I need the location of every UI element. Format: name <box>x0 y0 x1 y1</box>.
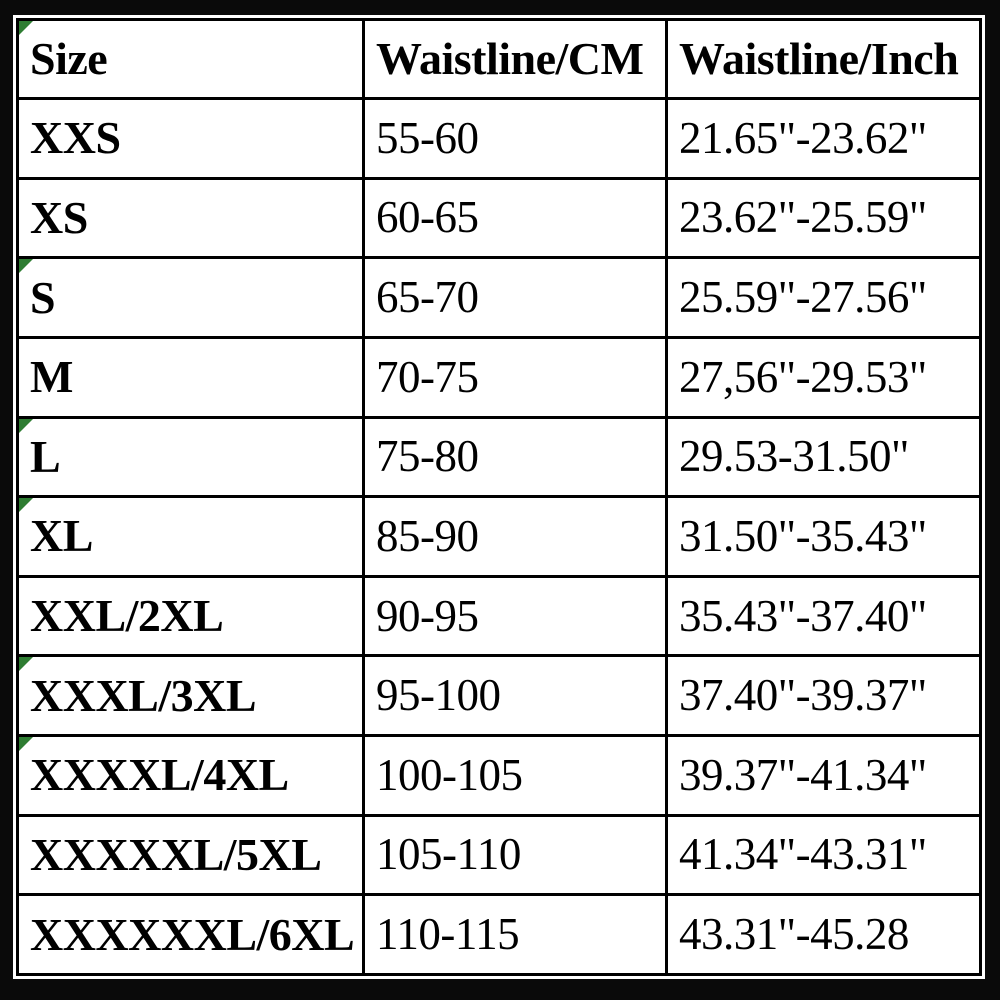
size-conversion-table: Size Waistline/CM Waistline/Inch XXS 55-… <box>16 18 982 976</box>
cell-corner-marker-icon <box>20 260 33 274</box>
inch-value: 43.31"-45.28 <box>679 909 909 960</box>
inch-cell: 25.59"-27.56" <box>665 256 982 339</box>
cm-cell: 55-60 <box>362 97 668 180</box>
cell-corner-marker-icon <box>20 738 33 751</box>
inch-cell: 35.43"-37.40" <box>665 574 982 658</box>
inch-value: 29.53-31.50" <box>679 431 909 482</box>
inch-cell: 27,56"-29.53" <box>665 335 982 419</box>
cm-cell: 70-75 <box>362 335 668 419</box>
column-header-size: Size <box>16 18 365 100</box>
inch-value: 27,56"-29.53" <box>679 351 927 402</box>
cell-corner-marker-icon <box>20 419 33 433</box>
size-cell: XXXXXL/5XL <box>16 813 365 897</box>
size-cell: XXL/2XL <box>16 574 365 658</box>
inch-value: 37.40"-39.37" <box>679 670 927 721</box>
inch-value: 41.34"-43.31" <box>679 829 927 880</box>
inch-cell: 31.50"-35.43" <box>665 495 982 578</box>
inch-value: 39.37"-41.34" <box>679 749 927 800</box>
cell-corner-marker-icon <box>20 499 33 513</box>
inch-value: 21.65"-23.62" <box>679 112 927 163</box>
cm-cell: 110-115 <box>362 893 668 976</box>
inch-value: 25.59"-27.56" <box>679 272 927 323</box>
column-header-waistline-inch-label: Waistline/Inch <box>679 33 959 84</box>
table-row: XXXXL/4XL 100-105 39.37"-41.34" <box>16 734 982 817</box>
cell-corner-marker-icon <box>20 658 33 672</box>
cm-cell: 100-105 <box>362 734 668 817</box>
size-cell: XXXL/3XL <box>16 654 365 737</box>
inch-value: 35.43"-37.40" <box>679 590 927 641</box>
size-value: XXXXXXL/6XL <box>30 908 355 960</box>
cm-value: 105-110 <box>376 829 521 880</box>
size-cell: XXS <box>16 97 365 180</box>
size-value: XXS <box>30 112 121 164</box>
cm-value: 110-115 <box>376 909 520 960</box>
inch-cell: 41.34"-43.31" <box>665 813 982 897</box>
size-value: M <box>30 351 73 403</box>
size-cell: XS <box>16 176 365 260</box>
size-value: L <box>30 430 61 482</box>
cm-cell: 105-110 <box>362 813 668 897</box>
size-cell: M <box>16 335 365 419</box>
table-row: L 75-80 29.53-31.50" <box>16 415 982 499</box>
table-row: M 70-75 27,56"-29.53" <box>16 335 982 419</box>
size-cell: S <box>16 256 365 339</box>
table-row: XXXXXXL/6XL 110-115 43.31"-45.28 <box>16 893 982 976</box>
size-cell: XXXXXXL/6XL <box>16 893 365 976</box>
inch-cell: 43.31"-45.28 <box>665 893 982 976</box>
inch-cell: 29.53-31.50" <box>665 415 982 499</box>
size-value: XS <box>30 191 88 243</box>
table-row: XS 60-65 23.62"-25.59" <box>16 176 982 260</box>
table-row: XL 85-90 31.50"-35.43" <box>16 495 982 578</box>
cm-value: 85-90 <box>376 510 479 561</box>
cm-cell: 85-90 <box>362 495 668 578</box>
table-row: S 65-70 25.59"-27.56" <box>16 256 982 339</box>
inch-cell: 37.40"-39.37" <box>665 654 982 737</box>
size-cell: XL <box>16 495 365 578</box>
inch-value: 23.62"-25.59" <box>679 192 927 243</box>
size-cell: XXXXL/4XL <box>16 734 365 817</box>
table-row: XXXXXL/5XL 105-110 41.34"-43.31" <box>16 813 982 897</box>
cm-value: 70-75 <box>376 351 479 402</box>
cm-value: 90-95 <box>376 590 479 641</box>
cm-cell: 75-80 <box>362 415 668 499</box>
cm-value: 75-80 <box>376 431 479 482</box>
cm-value: 55-60 <box>376 112 479 163</box>
cm-cell: 90-95 <box>362 574 668 658</box>
size-value: XXXL/3XL <box>30 669 257 721</box>
cm-cell: 60-65 <box>362 176 668 260</box>
inch-cell: 23.62"-25.59" <box>665 176 982 260</box>
cm-value: 95-100 <box>376 670 501 721</box>
column-header-size-label: Size <box>30 33 108 84</box>
table-row: XXXL/3XL 95-100 37.40"-39.37" <box>16 654 982 737</box>
size-value: XL <box>30 510 93 562</box>
size-value: XXXXXL/5XL <box>30 828 322 880</box>
inch-cell: 21.65"-23.62" <box>665 97 982 180</box>
cm-cell: 95-100 <box>362 654 668 737</box>
size-cell: L <box>16 415 365 499</box>
header-row: Size Waistline/CM Waistline/Inch <box>16 18 982 100</box>
inch-value: 31.50"-35.43" <box>679 510 927 561</box>
column-header-waistline-cm-label: Waistline/CM <box>376 33 644 84</box>
cm-cell: 65-70 <box>362 256 668 339</box>
column-header-waistline-cm: Waistline/CM <box>362 18 668 100</box>
size-value: XXXXL/4XL <box>30 749 289 801</box>
cell-corner-marker-icon <box>20 22 33 35</box>
inch-cell: 39.37"-41.34" <box>665 734 982 817</box>
cm-value: 60-65 <box>376 192 479 243</box>
column-header-waistline-inch: Waistline/Inch <box>665 18 982 100</box>
size-value: XXL/2XL <box>30 590 224 642</box>
cm-value: 100-105 <box>376 749 523 800</box>
cm-value: 65-70 <box>376 272 479 323</box>
table-row: XXL/2XL 90-95 35.43"-37.40" <box>16 574 982 658</box>
table-row: XXS 55-60 21.65"-23.62" <box>16 97 982 180</box>
size-chart-table: Size Waistline/CM Waistline/Inch XXS 55-… <box>13 15 985 979</box>
size-value: S <box>30 271 56 323</box>
